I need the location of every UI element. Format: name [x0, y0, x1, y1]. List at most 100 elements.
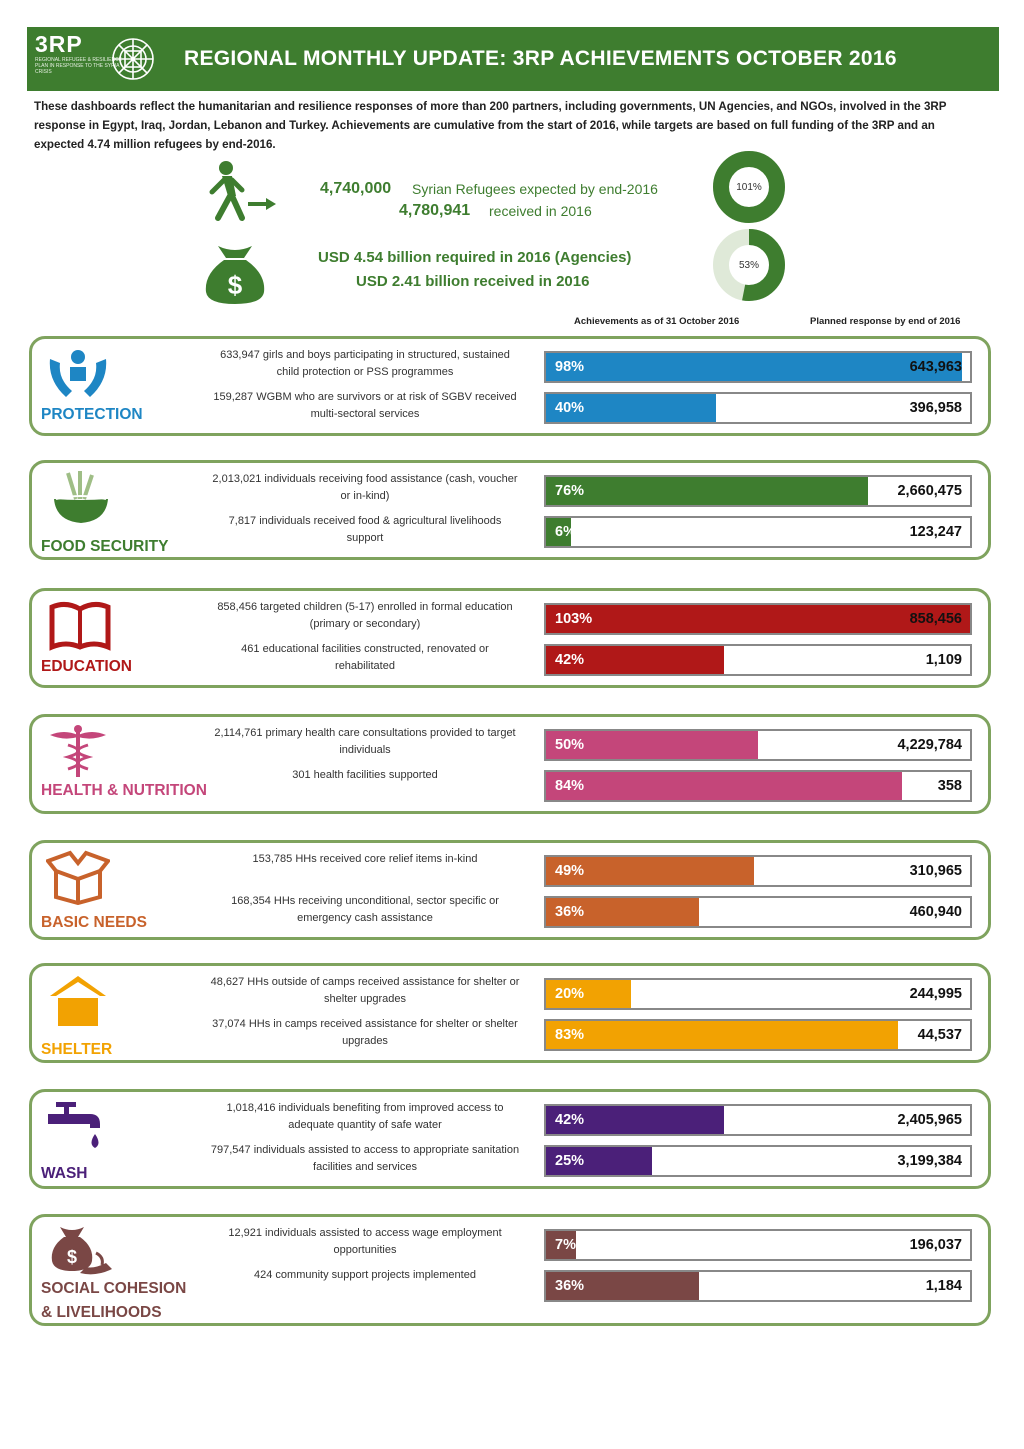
progress-fill	[546, 857, 754, 885]
planned-target-value: 44,537	[917, 1027, 962, 1043]
progress-bar: 83% 44,537	[544, 1019, 972, 1051]
progress-fill	[546, 1231, 576, 1259]
progress-percent: 36%	[555, 1278, 585, 1294]
indicator-description: 424 community support projects implement…	[254, 1269, 476, 1281]
sector-card-social-cohesion: $ SOCIAL COHESION & LIVELIHOODS 12,921 indi…	[29, 1214, 991, 1326]
progress-percent: 98%	[555, 359, 585, 375]
planned-target-value: 4,229,784	[897, 737, 962, 753]
planned-target-value: 1,184	[925, 1278, 962, 1294]
progress-bar: 36% 460,940	[544, 896, 972, 928]
progress-fill	[546, 1147, 652, 1175]
progress-percent: 40%	[555, 400, 585, 416]
sector-name-line: SOCIAL COHESION	[41, 1280, 187, 1297]
progress-fill	[546, 980, 631, 1008]
planned-target-value: 3,199,384	[897, 1153, 962, 1169]
indicator-description: 2,114,761 primary health care consultati…	[214, 727, 516, 756]
indicator-description: 633,947 girls and boys participating in …	[220, 349, 510, 378]
refugees-received-value: 4,780,941	[399, 202, 471, 219]
planned-target-value: 643,963	[909, 359, 962, 375]
sector-name-line: WASH	[41, 1165, 88, 1182]
sector-name: SOCIAL COHESION & LIVELIHOODS	[41, 1277, 186, 1325]
progress-bar: 20% 244,995	[544, 978, 972, 1010]
progress-bar: 40% 396,958	[544, 392, 972, 424]
progress-percent: 42%	[555, 1112, 585, 1128]
header-banner: 3RP REGIONAL REFUGEE & RESILIENCE PLAN I…	[27, 27, 999, 91]
sector-name-line: EDUCATION	[41, 658, 132, 675]
sector-card-protection: PROTECTION 633,947 girls and boys partici…	[29, 336, 991, 436]
sector-card-shelter: SHELTER 48,627 HHs outside of camps recei…	[29, 963, 991, 1063]
sector-name: WASH	[41, 1162, 88, 1186]
progress-percent: 103%	[555, 611, 593, 627]
intro-text: These dashboards reflect the humanitaria…	[34, 100, 947, 151]
planned-target-value: 1,109	[925, 652, 962, 668]
logo-subtext: REGIONAL REFUGEE & RESILIENCE PLAN IN RE…	[35, 57, 123, 75]
progress-bar: 49% 310,965	[544, 855, 972, 887]
sector-name: EDUCATION	[41, 655, 132, 679]
progress-fill	[546, 731, 758, 759]
progress-bar: 25% 3,199,384	[544, 1145, 972, 1177]
sector-card-food-security: FOOD SECURITY 2,013,021 individuals recei…	[29, 460, 991, 560]
sector-name-line: FOOD SECURITY	[41, 538, 169, 555]
refugees-donut: 101%	[713, 151, 785, 223]
planned-target-value: 858,456	[909, 611, 962, 627]
money-bag-icon: $	[46, 1223, 116, 1279]
svg-text:$: $	[228, 270, 243, 300]
logo-3rp: 3RP	[35, 31, 83, 57]
indicator-description: 7,817 individuals received food & agricu…	[228, 515, 502, 544]
progress-bar: 36% 1,184	[544, 1270, 972, 1302]
money-bag-dollar-icon: $	[205, 246, 265, 304]
indicator-description: 2,013,021 individuals receiving food ass…	[212, 473, 518, 502]
sector-card-wash: WASH 1,018,416 individuals benefiting fro…	[29, 1089, 991, 1189]
food-bowl-icon	[46, 469, 116, 525]
progress-percent: 6%	[555, 524, 576, 540]
progress-bar: 103% 858,456	[544, 603, 972, 635]
indicator-description: 159,287 WGBM who are survivors or at ris…	[213, 391, 517, 420]
indicator-description: 153,785 HHs received core relief items i…	[252, 853, 478, 865]
progress-fill	[546, 353, 962, 381]
funding-donut: 53%	[713, 229, 785, 301]
walking-person-icon	[209, 161, 276, 221]
progress-bar: 50% 4,229,784	[544, 729, 972, 761]
indicator-description: 301 health facilities supported	[292, 769, 438, 781]
progress-bar: 98% 643,963	[544, 351, 972, 383]
caduceus-icon	[46, 723, 116, 779]
funding-required: USD 4.54 billion required in 2016 (Agenc…	[318, 249, 632, 266]
svg-text:$: $	[67, 1247, 77, 1267]
indicator-description: 461 educational facilities constructed, …	[241, 643, 489, 672]
sector-name: BASIC NEEDS	[41, 911, 147, 935]
progress-bar: 42% 2,405,965	[544, 1104, 972, 1136]
progress-percent: 49%	[555, 863, 585, 879]
sector-name-line: & LIVELIHOODS	[41, 1304, 162, 1321]
indicator-description: 37,074 HHs in camps received assistance …	[212, 1018, 518, 1047]
refugees-received-label: received in 2016	[489, 203, 592, 219]
progress-percent: 50%	[555, 737, 585, 753]
progress-fill	[546, 1272, 699, 1300]
progress-fill	[546, 1021, 898, 1049]
progress-fill	[546, 1106, 725, 1134]
planned-target-value: 2,405,965	[897, 1112, 962, 1128]
progress-fill	[546, 772, 903, 800]
progress-bar: 42% 1,109	[544, 644, 972, 676]
open-box-icon	[44, 849, 116, 906]
progress-percent: 20%	[555, 986, 585, 1002]
page-title: REGIONAL MONTHLY UPDATE: 3RP ACHIEVEMENT…	[184, 47, 897, 70]
funding-received: USD 2.41 billion received in 2016	[356, 273, 590, 290]
indicator-description: 48,627 HHs outside of camps received ass…	[210, 976, 520, 1005]
planned-target-value: 460,940	[909, 904, 962, 920]
sector-name: FOOD SECURITY	[41, 535, 168, 559]
indicator-description: 858,456 targeted children (5-17) enrolle…	[217, 601, 513, 630]
planned-target-value: 2,660,475	[897, 483, 962, 499]
progress-fill	[546, 605, 970, 633]
progress-fill	[546, 477, 869, 505]
progress-bar: 84% 358	[544, 770, 972, 802]
progress-fill	[546, 394, 716, 422]
sector-name-line: HEALTH & NUTRITION	[41, 782, 207, 799]
indicator-description: 12,921 individuals assisted to access wa…	[228, 1227, 502, 1256]
sector-name: SHELTER	[41, 1038, 112, 1062]
progress-percent: 7%	[555, 1237, 576, 1253]
family-protection-icon	[46, 345, 116, 401]
sector-name-line: PROTECTION	[41, 406, 143, 423]
progress-percent: 25%	[555, 1153, 585, 1169]
progress-percent: 76%	[555, 483, 585, 499]
planned-target-value: 310,965	[909, 863, 962, 879]
